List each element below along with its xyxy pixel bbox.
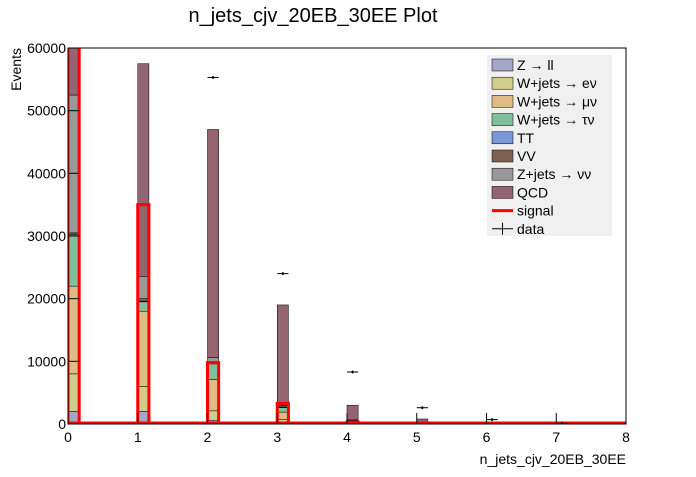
legend-label: QCD [517, 184, 548, 200]
x-tick-label: 7 [552, 429, 560, 445]
bar-segment [208, 364, 219, 380]
data-point-marker [421, 407, 423, 409]
bar-segment [138, 311, 149, 386]
legend: Z → ll W+jets → eν W+jets → μν W+jets → τν T… [487, 55, 612, 237]
x-axis-label: n_jets_cjv_20EB_30EE [480, 451, 626, 467]
data-point-marker [282, 273, 284, 275]
legend-swatch [492, 95, 513, 107]
legend-label: Z → ll [517, 57, 554, 73]
x-tick-label: 2 [204, 429, 212, 445]
bar-segment [277, 305, 288, 406]
legend-label: W+jets → μν [517, 93, 597, 109]
legend-label: signal [517, 203, 554, 219]
bar-segment [347, 405, 358, 420]
bar-segment [68, 286, 79, 374]
x-tick-label: 3 [273, 429, 281, 445]
y-tick-label: 10000 [27, 353, 66, 369]
data-point-marker [352, 371, 354, 373]
x-tick-label: 0 [64, 429, 72, 445]
bar-segment [138, 299, 149, 302]
legend-label: VV [517, 148, 536, 164]
bar-segment [138, 277, 149, 299]
bar-segment [68, 95, 79, 233]
legend-swatch [492, 77, 513, 89]
bar-segment [208, 380, 219, 411]
y-tick-label: 20000 [27, 291, 66, 307]
y-tick-label: 50000 [27, 103, 66, 119]
bar-segment [277, 412, 288, 420]
legend-swatch [492, 150, 513, 162]
legend-label: Z+jets → νν [517, 166, 591, 182]
legend-label: W+jets → eν [517, 75, 597, 91]
y-tick-label: 60000 [27, 40, 66, 56]
y-tick-label: 40000 [27, 165, 66, 181]
legend-label: W+jets → τν [517, 112, 595, 128]
data-point-marker [212, 76, 214, 78]
bar-segment [138, 302, 149, 311]
bar-segment [68, 236, 79, 286]
bar-segment [68, 374, 79, 412]
bar-segment [138, 386, 149, 411]
legend-swatch [492, 114, 513, 126]
bar-segment [208, 411, 219, 420]
y-tick-label: 30000 [27, 228, 66, 244]
legend-swatch [492, 59, 513, 71]
legend-swatch [492, 168, 513, 180]
x-tick-label: 6 [483, 429, 491, 445]
x-tick-label: 8 [622, 429, 630, 445]
chart-title: n_jets_cjv_20EB_30EE Plot [188, 5, 437, 27]
legend-label: data [517, 221, 544, 237]
bar-segment [208, 129, 219, 357]
bar-segment [68, 233, 79, 235]
x-tick-label: 5 [413, 429, 421, 445]
legend-label: TT [517, 130, 535, 146]
legend-swatch [492, 132, 513, 144]
x-tick-label: 1 [134, 429, 142, 445]
y-axis-label: Events [8, 48, 24, 91]
data-point-marker [491, 419, 493, 421]
bar-segment [138, 64, 149, 277]
bar-segment [277, 408, 288, 412]
legend-swatch [492, 186, 513, 198]
x-tick-label: 4 [343, 429, 351, 445]
